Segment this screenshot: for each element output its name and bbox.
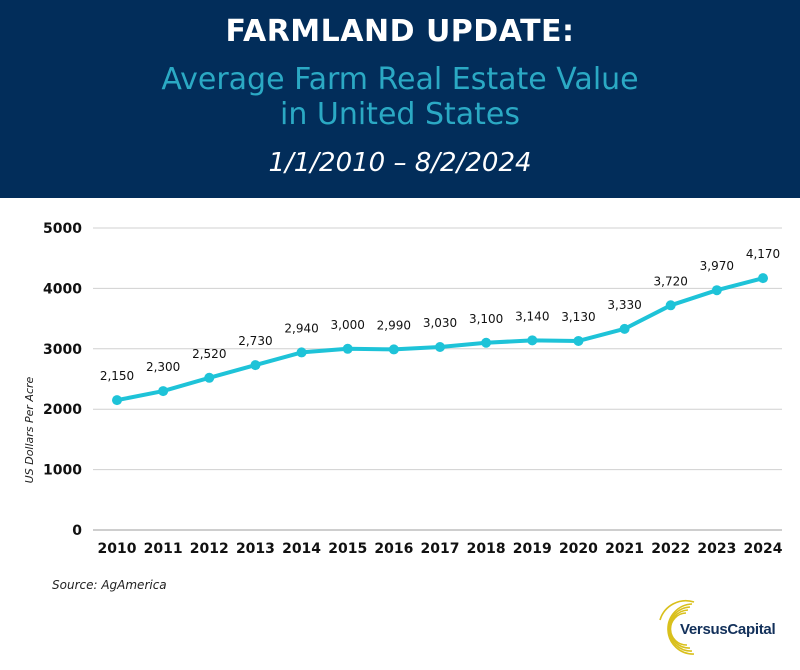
subtitle-line-1: Average Farm Real Estate Value: [161, 62, 639, 97]
data-label: 4,170: [746, 247, 780, 261]
data-label: 3,100: [469, 312, 503, 326]
data-labels: 2,150 2,300 2,520 2,730 2,940 3,000 2,990 3,030…: [100, 247, 780, 383]
data-label: 3,140: [515, 309, 549, 323]
x-tick-label: 2023: [697, 541, 736, 557]
x-tick-label: 2016: [374, 541, 413, 557]
data-label: 3,030: [423, 316, 457, 330]
data-label: 2,940: [284, 321, 318, 335]
data-point: [481, 337, 492, 348]
y-tick-label: 4000: [43, 281, 82, 297]
data-point: [296, 347, 307, 358]
date-range: 1/1/2010 – 8/2/2024: [268, 148, 532, 178]
versus-capital-logo-icon: [659, 599, 695, 655]
data-point: [435, 341, 445, 352]
x-tick-label: 2012: [190, 541, 229, 557]
data-label: 3,130: [561, 310, 595, 324]
data-points: [112, 273, 768, 406]
data-point: [342, 343, 353, 354]
data-label: 3,970: [700, 259, 734, 273]
x-tick-label: 2010: [98, 541, 137, 557]
header-banner: FARMLAND UPDATE: Average Farm Real Estat…: [0, 0, 800, 198]
x-tick-label: 2011: [144, 541, 183, 557]
x-tick-label: 2018: [467, 541, 506, 557]
data-point: [527, 335, 538, 346]
y-tick-label: 2000: [43, 402, 82, 418]
data-point: [758, 273, 768, 284]
y-tick-label: 1000: [43, 463, 82, 479]
y-tick-label: 0: [72, 523, 82, 539]
data-point: [250, 360, 261, 371]
logo-text: VersusCapital: [680, 621, 776, 638]
y-tick-label: 3000: [43, 342, 82, 358]
data-point: [619, 323, 630, 334]
y-tick-labels: 0 1000 2000 3000 4000 5000: [43, 221, 82, 539]
data-point: [665, 300, 676, 311]
x-tick-labels: 2010 2011 2012 2013 2014 2015 2016 2017 2018 2019…: [98, 541, 783, 557]
x-tick-label: 2024: [744, 541, 783, 557]
data-label: 3,000: [331, 318, 365, 332]
series-line: [116, 276, 764, 403]
x-tick-label: 2017: [421, 541, 460, 557]
x-tick-label: 2019: [513, 541, 552, 557]
data-point: [112, 395, 122, 406]
y-tick-label: 5000: [43, 221, 82, 237]
series-line-path: [116, 276, 764, 403]
source-note: Source: AgAmerica: [52, 578, 167, 592]
data-label: 2,990: [377, 318, 411, 332]
data-point: [388, 344, 399, 355]
x-tick-label: 2015: [328, 541, 367, 557]
data-point: [158, 386, 169, 397]
data-label: 2,150: [100, 369, 134, 383]
x-tick-label: 2022: [651, 541, 690, 557]
header-title: FARMLAND UPDATE:: [225, 14, 575, 49]
x-tick-label: 2013: [236, 541, 275, 557]
grid-lines: [93, 227, 782, 531]
data-point: [573, 335, 584, 346]
x-tick-label: 2021: [605, 541, 644, 557]
data-label: 3,330: [607, 298, 641, 312]
x-tick-label: 2014: [282, 541, 321, 557]
x-tick-label: 2020: [559, 541, 598, 557]
header-subtitle: Average Farm Real Estate Value in United…: [0, 62, 800, 132]
data-label: 2,300: [146, 360, 180, 374]
data-label: 2,520: [192, 347, 226, 361]
data-point: [711, 285, 722, 296]
subtitle-line-2: in United States: [279, 97, 521, 132]
data-label: 2,730: [238, 334, 272, 348]
data-label: 3,720: [654, 274, 688, 288]
data-point: [204, 372, 215, 383]
y-axis-label: US Dollars Per Acre: [23, 376, 36, 483]
